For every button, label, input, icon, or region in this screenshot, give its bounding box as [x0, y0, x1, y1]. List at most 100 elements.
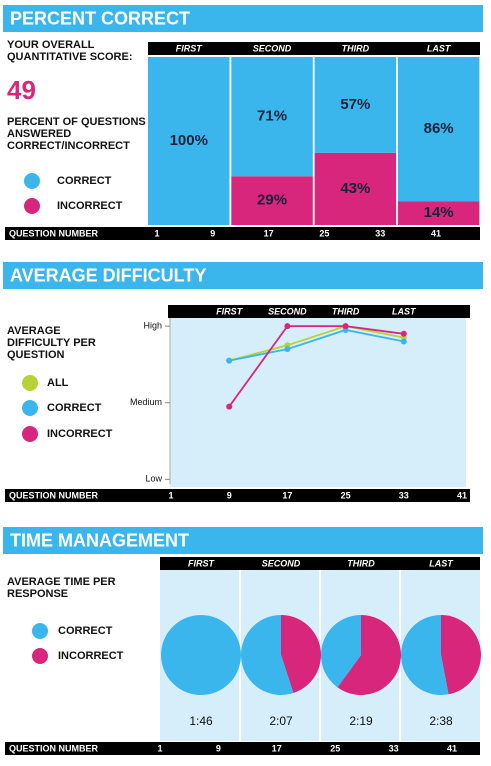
- x-tick-label: 17: [264, 228, 274, 238]
- column-label: THIRD: [347, 558, 375, 568]
- legend-dot: [22, 426, 38, 442]
- column-label: FIRST: [176, 43, 204, 53]
- question-number-bar: [5, 227, 480, 240]
- column-label: SECOND: [262, 558, 301, 568]
- y-tick-label: Low: [145, 474, 162, 484]
- time-label: 2:38: [429, 714, 453, 728]
- legend-label: INCORRECT: [57, 200, 123, 212]
- x-tick-label: 33: [375, 228, 385, 238]
- column-header-bar: [160, 557, 480, 570]
- column-header-bar: [148, 42, 480, 55]
- section-title: AVERAGE DIFFICULTY: [10, 265, 206, 285]
- value-label: 29%: [257, 192, 287, 209]
- column-label: LAST: [427, 43, 452, 53]
- pie-slice: [320, 615, 361, 688]
- x-tick-label: 9: [210, 228, 215, 238]
- time-label: 2:07: [269, 714, 293, 728]
- point: [284, 323, 291, 330]
- y-tick-label: High: [143, 321, 162, 331]
- section-header: [3, 262, 483, 289]
- point: [400, 338, 407, 345]
- subtitle: AVERAGE TIME PER RESPONSE: [7, 576, 116, 600]
- bar-segment: [231, 176, 313, 225]
- x-tick-label: 33: [389, 743, 399, 753]
- column-label: LAST: [429, 558, 454, 568]
- bar-segment: [231, 57, 313, 177]
- x-axis-label: QUESTION NUMBER: [9, 743, 99, 753]
- score: 49: [7, 75, 36, 105]
- section-header: [3, 527, 483, 554]
- x-tick-label: 41: [457, 490, 467, 500]
- section-title: PERCENT CORRECT: [10, 8, 190, 28]
- legend-dot: [32, 623, 48, 639]
- legend-label: INCORRECT: [47, 428, 113, 440]
- legend-label: INCORRECT: [58, 650, 124, 662]
- x-tick-label: 33: [399, 490, 409, 500]
- point: [226, 357, 233, 364]
- column-header-bar: [168, 305, 470, 318]
- x-tick-label: 1: [154, 228, 159, 238]
- legend-dot: [24, 173, 40, 189]
- value-label: 14%: [424, 204, 454, 221]
- x-tick-label: 1: [168, 490, 173, 500]
- value-label: 43%: [340, 180, 370, 197]
- legend-label: CORRECT: [57, 175, 112, 187]
- x-axis-label: QUESTION NUMBER: [9, 490, 99, 500]
- x-tick-label: 25: [319, 228, 329, 238]
- column-label: THIRD: [332, 306, 360, 316]
- x-tick-label: 25: [341, 490, 351, 500]
- legend-dot: [22, 400, 38, 416]
- bar-segment: [148, 57, 230, 225]
- x-tick-label: 25: [330, 743, 340, 753]
- pie-slice: [401, 615, 449, 695]
- legend-label: CORRECT: [47, 402, 102, 414]
- subtitle: AVERAGE DIFFICULTY PER QUESTION: [7, 325, 96, 361]
- x-axis-label: QUESTION NUMBER: [9, 228, 99, 238]
- line: [228, 325, 404, 362]
- legend-dot: [32, 648, 48, 664]
- time-label: 1:46: [189, 714, 213, 728]
- bar-segment: [397, 201, 480, 225]
- value-label: 57%: [340, 96, 370, 113]
- line: [228, 325, 404, 408]
- point: [342, 323, 349, 330]
- subtitle: PERCENT OF QUESTIONS ANSWERED CORRECT/IN…: [7, 116, 146, 152]
- x-tick-label: 17: [282, 490, 292, 500]
- bar-segment: [397, 57, 480, 202]
- legend-dot: [24, 198, 40, 214]
- value-label: 100%: [170, 132, 208, 149]
- column-label: FIRST: [216, 306, 244, 316]
- question-number-bar: [5, 489, 470, 502]
- section-header: [3, 5, 483, 32]
- column-label: SECOND: [253, 43, 292, 53]
- score-label: YOUR OVERALL QUANTITATIVE SCORE:: [7, 39, 133, 63]
- point: [226, 403, 233, 410]
- pie-slice: [240, 615, 294, 696]
- x-tick-label: 1: [157, 743, 162, 753]
- time-label: 2:19: [349, 714, 373, 728]
- column-label: FIRST: [188, 558, 216, 568]
- point: [400, 330, 407, 337]
- pie-slice: [441, 615, 482, 695]
- x-tick-label: 9: [227, 490, 232, 500]
- x-tick-label: 9: [216, 743, 221, 753]
- x-tick-label: 41: [447, 743, 457, 753]
- value-label: 86%: [424, 120, 454, 137]
- column-label: LAST: [392, 306, 417, 316]
- x-tick-label: 17: [272, 743, 282, 753]
- pie-slice: [281, 615, 321, 694]
- legend-dot: [22, 375, 38, 391]
- pie-slice: [337, 615, 402, 695]
- legend-label: ALL: [47, 377, 69, 389]
- y-tick-label: Medium: [130, 397, 162, 407]
- x-tick-label: 41: [431, 228, 441, 238]
- bar-segment: [314, 152, 397, 225]
- line: [229, 329, 404, 362]
- section-title: TIME MANAGEMENT: [10, 530, 189, 550]
- plot-background: [170, 307, 466, 487]
- question-number-bar: [5, 742, 480, 755]
- column-label: SECOND: [268, 306, 307, 316]
- legend-label: CORRECT: [58, 625, 113, 637]
- bar-segment: [314, 57, 397, 153]
